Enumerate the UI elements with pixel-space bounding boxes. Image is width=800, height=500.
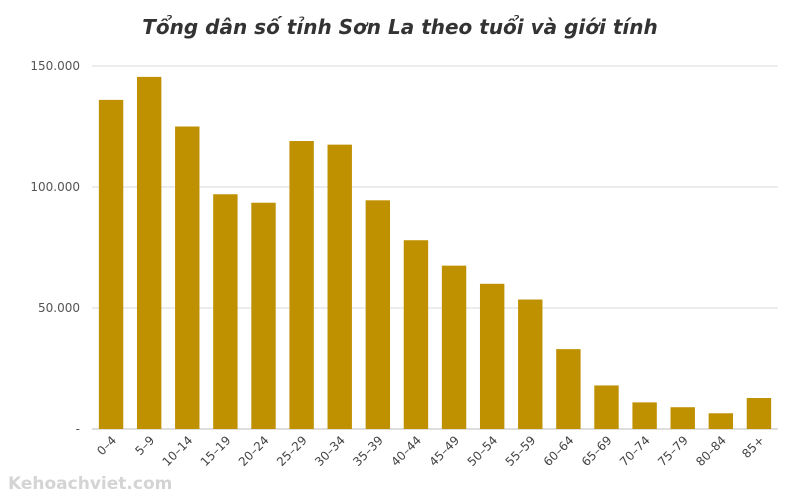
bar-10 [479,283,505,429]
bar-11 [518,299,543,429]
x-tick-label: 0–4 [94,433,119,458]
x-tick-label: 70–74 [617,433,653,469]
x-tick-label: 50–54 [465,433,501,469]
x-tick-label: 75–79 [655,433,691,469]
x-tick-label: 20–24 [236,433,272,469]
bar-5 [289,141,314,429]
bar-3 [213,194,238,429]
bar-12 [556,349,581,429]
x-axis-labels: 0–4 5–9 10–14 15–19 20–24 25–29 30–34 35–39 40–4… [94,433,767,469]
x-tick-label: 55–59 [503,433,539,469]
x-tick-label: 10–14 [160,433,196,469]
bar-17 [746,398,772,429]
bar-0 [98,99,124,429]
bar-9 [441,265,467,429]
bar-8 [403,240,429,429]
x-tick-label: 5–9 [132,433,157,458]
bars [98,76,772,429]
x-tick-label: 15–19 [198,433,234,469]
bar-6 [327,144,352,429]
gridlines [92,65,778,430]
bar-7 [365,200,391,429]
bar-14 [632,402,657,429]
x-tick-label: 45–49 [426,433,462,469]
x-tick-label: 80–84 [693,433,729,469]
bar-16 [708,413,734,429]
x-tick-label: 25–29 [274,433,310,469]
x-tick-label: 85+ [739,433,767,461]
y-tick-label: - [76,422,80,436]
y-axis-ticks: - 50.000 100.000 150.000 [30,59,80,436]
bar-2 [175,126,200,429]
chart-title: Tổng dân số tỉnh Sơn La theo tuổi và giớ… [142,15,657,39]
x-tick-label: 65–69 [579,433,615,469]
y-tick-label: 50.000 [38,301,80,315]
x-tick-label: 30–34 [312,433,348,469]
y-tick-label: 150.000 [30,59,80,73]
bar-13 [594,385,619,429]
bar-4 [251,202,276,429]
x-tick-label: 35–39 [350,433,386,469]
x-tick-label: 60–64 [541,433,577,469]
bar-1 [136,76,162,429]
y-tick-label: 100.000 [30,180,80,194]
x-tick-label: 40–44 [388,433,424,469]
watermark-text: Kehoachviet.com [8,474,173,494]
bar-15 [670,407,695,429]
